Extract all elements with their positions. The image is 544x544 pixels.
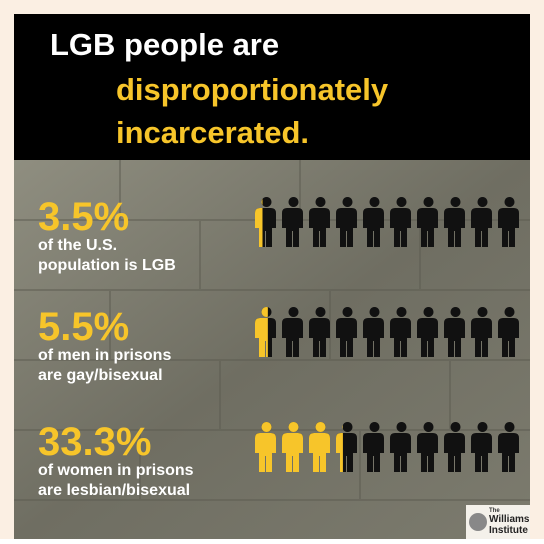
- stat-caption: of men in prisons: [38, 347, 171, 364]
- stat-value: 33.3%: [38, 420, 151, 464]
- logo-text: The: [489, 508, 500, 514]
- stat-caption: are lesbian/bisexual: [38, 482, 190, 499]
- logo-text: Institute: [489, 525, 528, 536]
- stat-caption: are gay/bisexual: [38, 367, 163, 384]
- logo-seal: [469, 513, 487, 531]
- stat-caption: of women in prisons: [38, 462, 194, 479]
- person-icons: [255, 307, 519, 357]
- bricks: [14, 160, 530, 501]
- stat-value: 3.5%: [38, 195, 129, 239]
- header-highlight: disproportionately: [116, 72, 389, 107]
- header-box: [14, 14, 530, 160]
- header-line: LGB people are: [50, 27, 279, 62]
- person-icons: [255, 197, 519, 247]
- header-highlight: incarcerated.: [116, 115, 309, 150]
- person-icons-filled: [255, 307, 268, 357]
- stat-caption: population is LGB: [38, 257, 176, 274]
- logo-text: Williams: [489, 514, 530, 525]
- stat-value: 5.5%: [38, 305, 129, 349]
- person-icons-filled: [255, 422, 343, 472]
- person-icons-filled: [255, 199, 263, 247]
- stat-caption: of the U.S.: [38, 237, 117, 254]
